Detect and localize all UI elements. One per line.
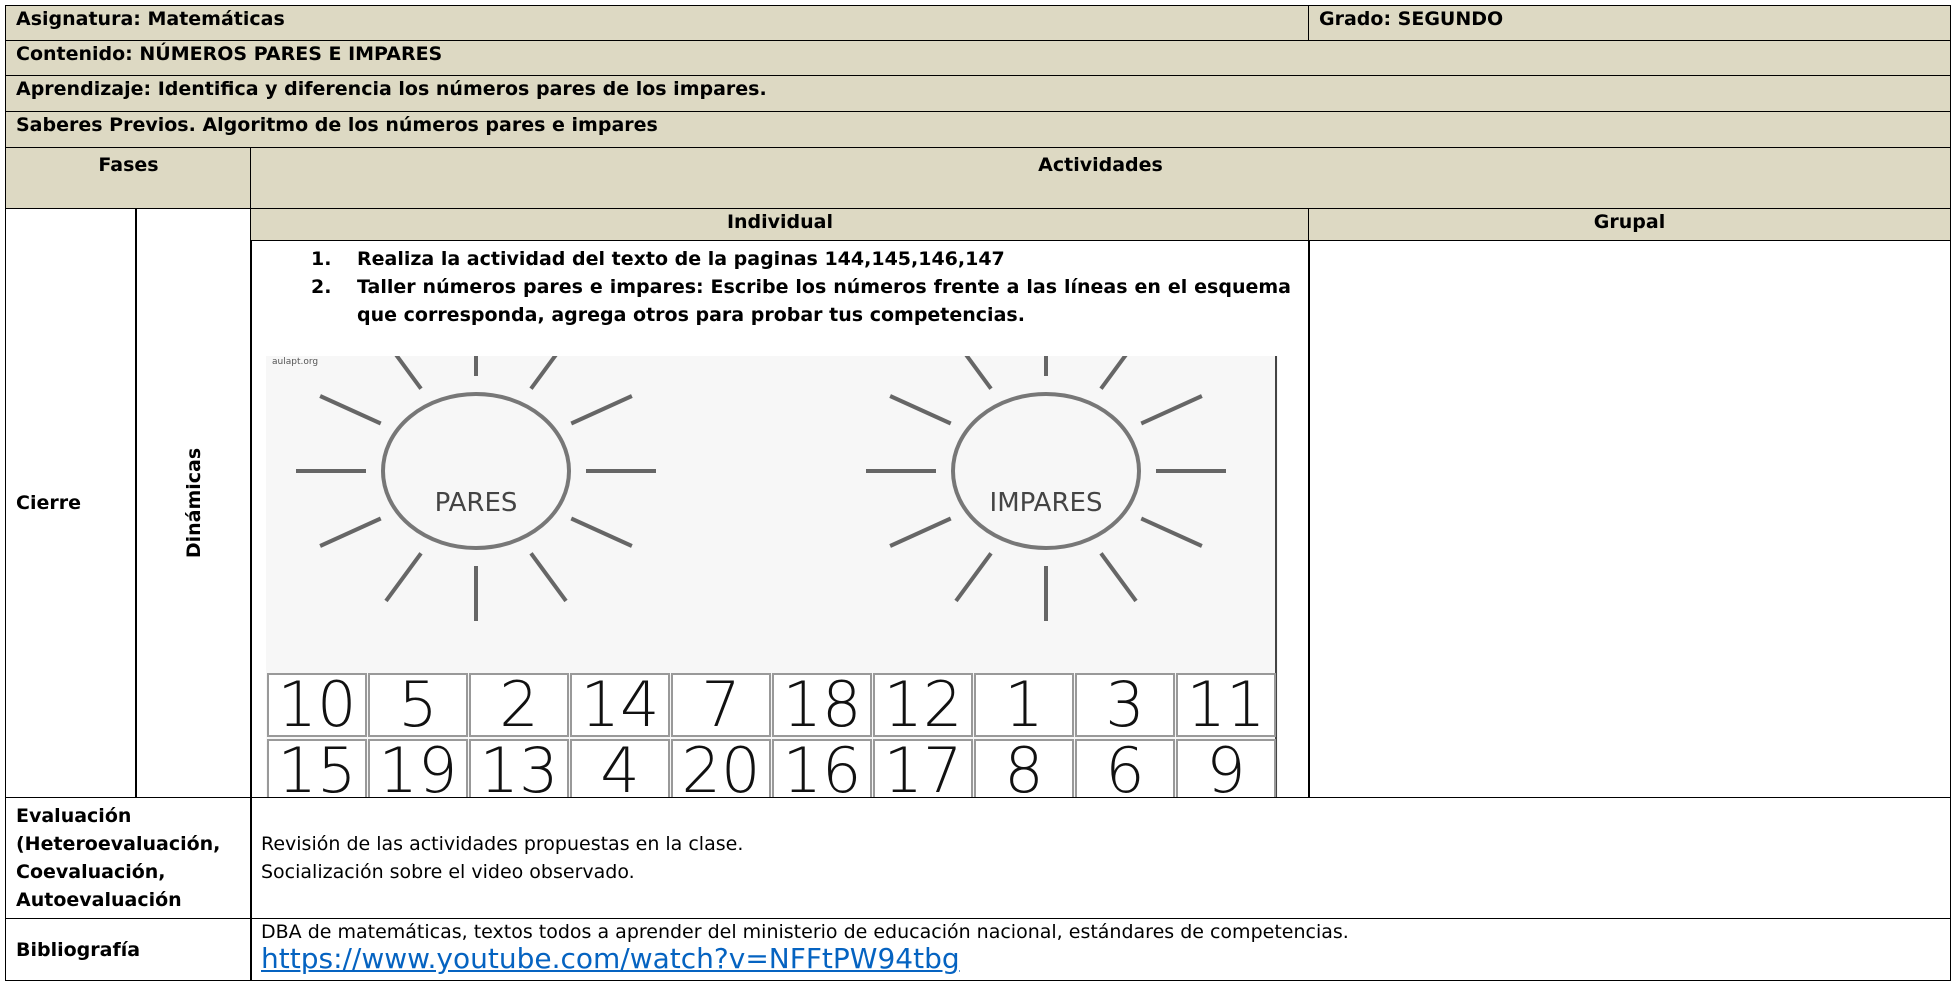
evaluacion-label: Evaluación (Heteroevaluación, Coevaluaci… — [5, 797, 252, 919]
number: 1 — [1004, 668, 1043, 741]
ray — [1140, 516, 1203, 548]
individual-cell: 1. Realiza la actividad del texto de la p… — [250, 240, 1310, 798]
ray — [570, 394, 633, 426]
sun — [951, 392, 1141, 550]
evaluacion: Revisión de las actividades propuestas e… — [250, 797, 1951, 919]
number: 18 — [783, 668, 862, 741]
ray — [889, 394, 952, 426]
number-cell — [267, 739, 367, 797]
evaluacion-line: Socialización sobre el video observado. — [261, 861, 635, 883]
number: 9 — [1206, 734, 1245, 798]
number-cell — [469, 739, 569, 797]
number: 8 — [1004, 734, 1043, 798]
number-cell — [873, 673, 973, 737]
instruction-number: 2. — [311, 276, 332, 298]
number-cell — [772, 739, 872, 797]
ray — [1099, 356, 1128, 390]
grado: Grado: SEGUNDO — [1308, 5, 1951, 41]
number-cell — [974, 739, 1074, 797]
grupal: Grupal — [1308, 208, 1951, 241]
number: 16 — [783, 734, 862, 798]
watermark: aulapt.org — [272, 357, 318, 367]
number-cell — [267, 673, 367, 737]
instruction-number: 1. — [311, 248, 332, 270]
number-cell — [570, 673, 670, 737]
saberes: Saberes Previos. Algoritmo de los número… — [5, 111, 1951, 148]
number-cell — [368, 673, 468, 737]
ray — [319, 394, 382, 426]
sun-label: IMPARES — [990, 488, 1103, 518]
individual: Individual — [250, 208, 1310, 241]
number: 12 — [884, 668, 963, 741]
number-cell — [671, 739, 771, 797]
actividades: Actividades — [250, 147, 1951, 209]
ray — [394, 356, 423, 390]
number: 6 — [1105, 734, 1144, 798]
dinamicas: Dinámicas — [182, 447, 205, 559]
bibliografia-label: Bibliografía — [5, 918, 252, 981]
instruction-text: Realiza la actividad del texto de la pag… — [357, 248, 1005, 270]
number: 13 — [480, 734, 559, 798]
instruction: 1. Realiza la actividad del texto de la p… — [311, 245, 1291, 273]
ray — [1099, 552, 1138, 603]
link[interactable]: https://www.youtube.com/watch?v=NFFtPW94… — [261, 942, 960, 975]
number-cell — [671, 673, 771, 737]
number-cell — [772, 673, 872, 737]
ray — [954, 552, 993, 603]
number: 15 — [278, 734, 357, 798]
number: 4 — [600, 734, 639, 798]
number: 14 — [581, 668, 660, 741]
evaluacion-line: Revisión de las actividades propuestas e… — [261, 833, 744, 855]
number-cell — [974, 673, 1074, 737]
sun-label: PARES — [435, 488, 518, 518]
number: 11 — [1187, 668, 1266, 741]
ray — [529, 552, 568, 603]
ray — [889, 516, 952, 548]
contenido: Contenido: NÚMEROS PARES E IMPARES — [5, 40, 1951, 76]
grupal-cell — [1308, 240, 1951, 798]
cierre: Cierre — [5, 208, 137, 798]
ray — [319, 516, 382, 548]
instruction: 2. Taller números pares e impares: Escrib… — [311, 273, 1291, 329]
dinamicas-cell: Dinámicas — [135, 208, 252, 798]
number-cell — [1176, 673, 1276, 737]
number: 5 — [398, 668, 437, 741]
number-cell — [368, 739, 468, 797]
fases: Fases — [5, 147, 252, 209]
number-cell — [1075, 673, 1175, 737]
number-cell — [469, 673, 569, 737]
bibliografia-text: DBA de matemáticas, textos todos a apren… — [261, 921, 1349, 943]
ray — [529, 356, 558, 390]
number-cell — [1176, 739, 1276, 797]
number-cell — [570, 739, 670, 797]
number: 19 — [379, 734, 458, 798]
number: 17 — [884, 734, 963, 798]
number: 20 — [682, 734, 761, 798]
number: 10 — [278, 668, 357, 741]
aprendizaje: Aprendizaje: Identifica y diferencia los… — [5, 75, 1951, 112]
ray — [384, 552, 423, 603]
number-cell — [1075, 739, 1175, 797]
number: 7 — [701, 668, 740, 741]
ray — [570, 516, 633, 548]
instruction-text: Taller números pares e impares: Escribe … — [357, 276, 1291, 326]
asignatura: Asignatura: Matemáticas — [5, 5, 1310, 41]
instructions: 1. Realiza la actividad del texto de la p… — [311, 245, 1291, 329]
number: 2 — [499, 668, 538, 741]
sun — [381, 392, 571, 550]
number: 3 — [1105, 668, 1144, 741]
ray — [964, 356, 993, 390]
ray — [1140, 394, 1203, 426]
bibliografia: DBA de matemáticas, textos todos a apren… — [250, 918, 1951, 981]
number-cell — [873, 739, 973, 797]
